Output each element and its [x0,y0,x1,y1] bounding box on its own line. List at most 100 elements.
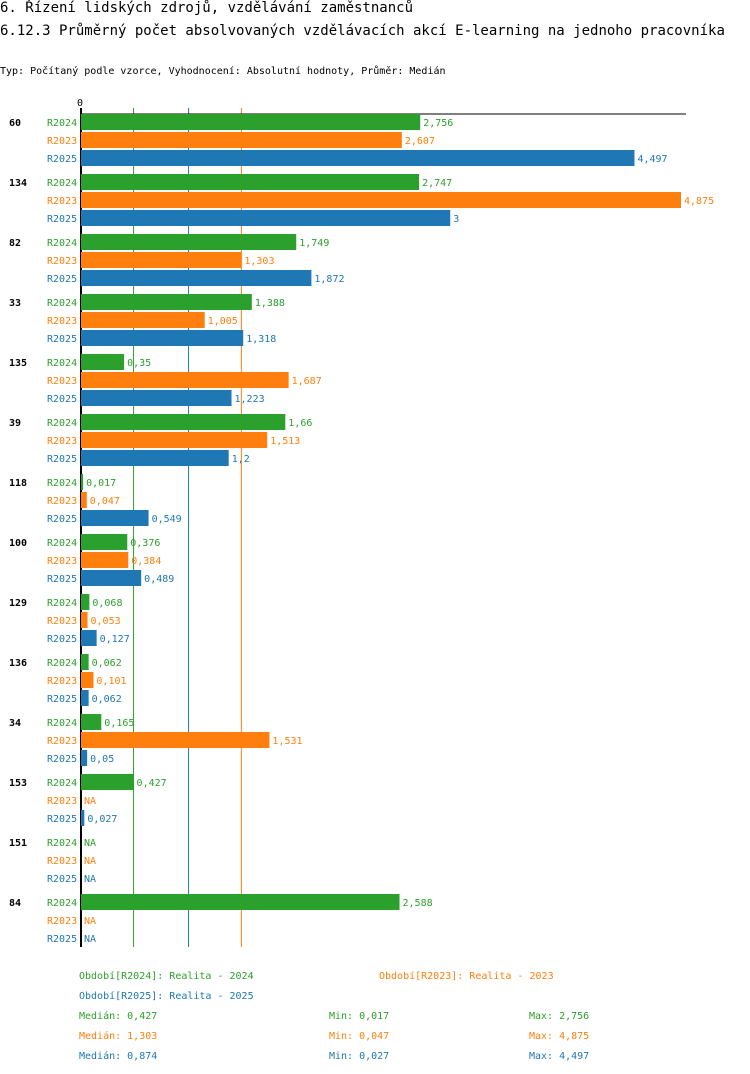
series-label: R2023 [47,436,77,447]
series-label: R2024 [47,598,77,609]
bar-R2025 [81,810,85,826]
series-label: R2025 [47,874,77,885]
legend-item: Období[R2025]: Realita - 2025 [79,990,254,1002]
series-label: R2024 [47,418,77,429]
bar-R2023 [81,132,402,148]
data-label: 0,427 [137,778,167,789]
bar-R2024 [81,234,297,250]
series-label: R2023 [47,256,77,267]
bar-R2023 [81,252,242,268]
series-label: R2025 [47,754,77,765]
series-label: R2025 [47,814,77,825]
series-label: R2025 [47,154,77,165]
series-label: R2024 [47,118,77,129]
category-label: 39 [9,418,21,429]
category-label: 82 [9,238,21,249]
data-label: 4,875 [684,196,714,207]
series-label: R2025 [47,574,77,585]
series-label: R2023 [47,196,77,207]
series-label: R2023 [47,916,77,927]
data-label: 1,223 [235,394,265,405]
series-label: R2023 [47,496,77,507]
stat-median: Medián: 1,303 [79,1030,157,1042]
series-label: R2025 [47,694,77,705]
bar-R2023 [81,672,94,688]
category-label: 84 [9,898,21,909]
bar-R2024 [81,474,84,490]
data-label: 0,05 [90,754,114,765]
series-label: R2024 [47,538,77,549]
chart-subtitle: Typ: Počítaný podle vzorce, Vyhodnocení:… [0,66,446,77]
data-label: NA [84,916,96,927]
bar-R2025 [81,390,232,406]
category-label: 134 [9,178,27,189]
bar-R2024 [81,294,252,310]
series-label: R2024 [47,178,77,189]
bar-R2024 [81,774,134,790]
data-label: 0,062 [92,694,122,705]
category-label: 151 [9,838,27,849]
series-label: R2025 [47,934,77,945]
bar-R2025 [81,330,244,346]
series-label: R2023 [47,376,77,387]
data-label: NA [84,874,96,885]
data-label: 0,101 [96,676,126,687]
chart-title: 6.12.3 Průměrný počet absolvovaných vzdě… [0,23,725,39]
series-label: R2025 [47,214,77,225]
series-label: R2023 [47,856,77,867]
data-label: 0,027 [87,814,117,825]
data-label: 0,165 [104,718,134,729]
bar-R2025 [81,750,88,766]
data-label: 0,489 [144,574,174,585]
bar-R2025 [81,570,142,586]
bar-R2024 [81,594,90,610]
bar-R2025 [81,630,97,646]
series-label: R2023 [47,136,77,147]
data-label: 1,318 [246,334,276,345]
bar-R2024 [81,414,286,430]
stat-median: Medián: 0,874 [79,1050,157,1062]
bar-R2025 [81,450,229,466]
data-label: 0,549 [152,514,182,525]
series-label: R2024 [47,898,77,909]
series-label: R2024 [47,298,77,309]
data-label: NA [84,838,96,849]
data-label: 1,531 [272,736,302,747]
axis-zero-label: 0 [77,98,83,109]
legend-item: Období[R2023]: Realita - 2023 [379,970,554,982]
series-label: R2024 [47,718,77,729]
data-label: NA [84,856,96,867]
bar-R2025 [81,150,635,166]
category-label: 60 [9,118,21,129]
category-label: 118 [9,478,27,489]
series-label: R2025 [47,454,77,465]
category-label: 100 [9,538,27,549]
data-label: 0,068 [92,598,122,609]
series-label: R2024 [47,358,77,369]
bar-R2024 [81,654,89,670]
bar-R2024 [81,894,400,910]
series-label: R2024 [47,778,77,789]
bar-R2024 [81,114,421,130]
stat-max: Max: 4,497 [529,1051,589,1062]
series-label: R2025 [47,634,77,645]
bar-R2023 [81,612,88,628]
data-label: 0,017 [86,478,116,489]
data-label: 2,588 [403,898,433,909]
bar-R2025 [81,210,451,226]
series-label: R2024 [47,238,77,249]
bar-R2024 [81,534,128,550]
data-label: 0,127 [100,634,130,645]
section-title: 6. Řízení lidských zdrojů, vzdělávání za… [0,0,414,16]
bar-R2025 [81,690,89,706]
stat-min: Min: 0,047 [329,1031,389,1042]
series-label: R2024 [47,478,77,489]
data-label: 2,747 [422,178,452,189]
series-label: R2025 [47,514,77,525]
bar-R2024 [81,714,102,730]
data-label: 0,376 [130,538,160,549]
series-label: R2025 [47,334,77,345]
series-label: R2023 [47,796,77,807]
stat-median: Medián: 0,427 [79,1010,157,1022]
bar-R2024 [81,174,420,190]
